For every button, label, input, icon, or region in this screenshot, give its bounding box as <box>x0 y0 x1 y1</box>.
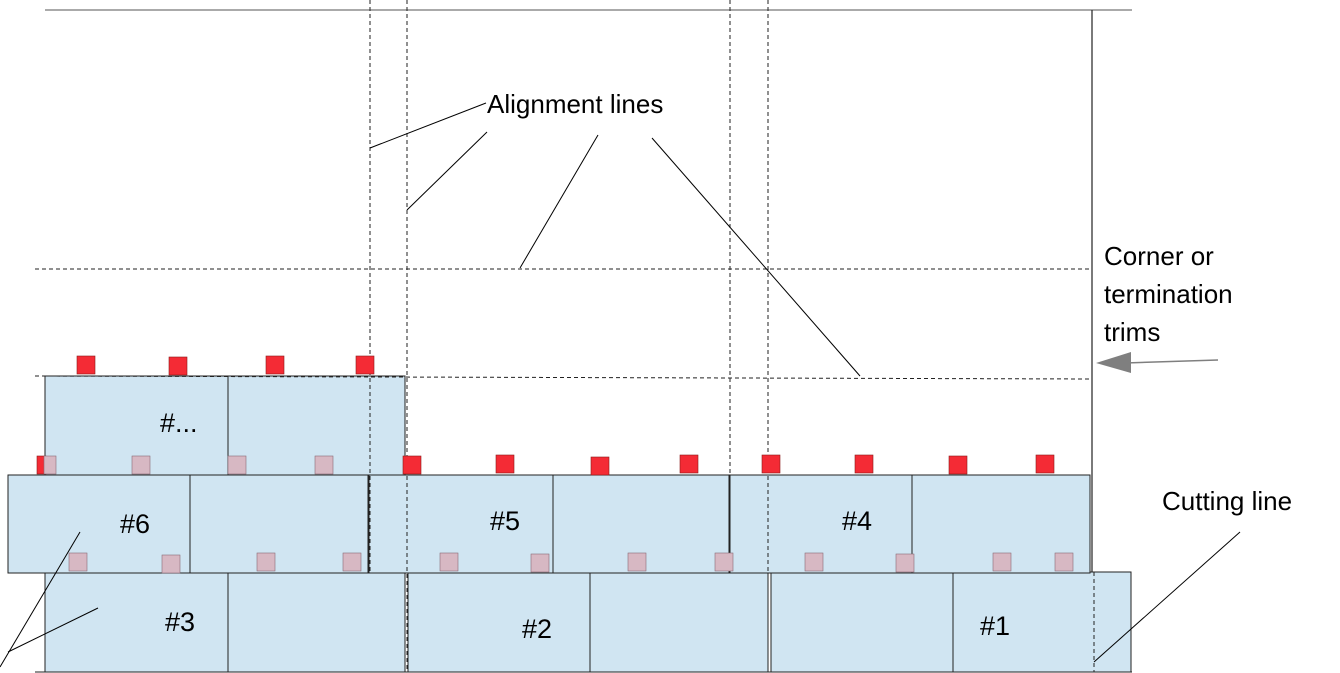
panel-label-6: #6 <box>120 509 150 539</box>
clip-red <box>76 355 96 375</box>
alignment-lines-label: Alignment lines <box>487 89 663 119</box>
clip-red <box>168 356 188 376</box>
clip-red <box>761 454 781 474</box>
panel-row-top <box>44 375 406 476</box>
clip-red <box>590 456 610 476</box>
panel-n <box>44 375 406 476</box>
clip-red <box>948 455 968 475</box>
clip-red <box>402 455 422 475</box>
cutting-line-label: Cutting line <box>1162 486 1292 516</box>
corner-trims-label-line-3: trims <box>1104 317 1160 347</box>
panel-label-3: #3 <box>165 607 195 637</box>
panel-label-1: #1 <box>980 611 1010 641</box>
panel-label-n: #... <box>160 408 198 438</box>
pink-clips <box>43 455 1074 574</box>
corner-trims-label: Corner or termination trims <box>1104 241 1233 347</box>
corner-trims-label-line-2: termination <box>1104 279 1233 309</box>
clip-red <box>679 454 699 474</box>
panel-label-2: #2 <box>522 614 552 644</box>
panel-1 <box>770 571 1132 673</box>
clip-red <box>265 355 285 375</box>
clip-red <box>1035 454 1055 474</box>
alignment-lines <box>34 0 1093 672</box>
corner-trims-label-line-1: Corner or <box>1104 241 1214 271</box>
panel-label-5: #5 <box>490 506 520 536</box>
arrow-icon <box>1096 352 1219 373</box>
red-clips <box>36 355 1055 476</box>
leader-lines <box>0 102 1241 668</box>
panel-label-4: #4 <box>842 506 872 536</box>
panel-6 <box>7 474 369 574</box>
panel-2 <box>407 571 769 673</box>
clip-red <box>854 454 874 474</box>
panel-row-bottom <box>35 571 1132 673</box>
clip-red <box>495 454 515 474</box>
panel-3 <box>44 571 406 673</box>
clip-red <box>355 355 375 375</box>
